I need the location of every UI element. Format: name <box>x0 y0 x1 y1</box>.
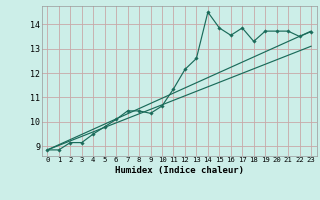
X-axis label: Humidex (Indice chaleur): Humidex (Indice chaleur) <box>115 166 244 175</box>
